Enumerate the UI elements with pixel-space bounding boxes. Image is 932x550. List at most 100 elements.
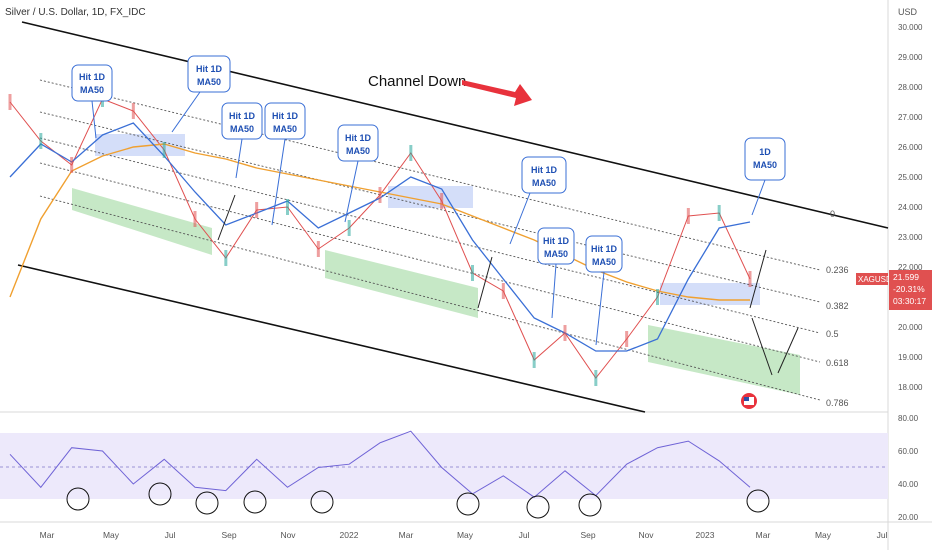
time-tick-label: Jul [519, 530, 530, 540]
svg-text:XAGUSD: XAGUSD [858, 275, 892, 284]
time-tick-label: Nov [280, 530, 296, 540]
time-tick-label: Jul [877, 530, 888, 540]
price-points [8, 91, 752, 386]
price-tick-label: 24.000 [898, 203, 923, 212]
time-tick-label: 2023 [696, 530, 715, 540]
rsi-line [9, 430, 751, 498]
arrow-1 [217, 194, 236, 241]
svg-text:1D: 1D [759, 147, 771, 157]
time-tick-label: Sep [221, 530, 236, 540]
callout-5: Hit 1D MA50 [337, 124, 379, 223]
price-tick-label: 28.000 [898, 83, 923, 92]
svg-text:Hit 1D: Hit 1D [543, 236, 570, 246]
rsi-tick-label: 20.00 [898, 513, 919, 522]
price-tick-label: 23.000 [898, 233, 923, 242]
svg-text:Hit 1D: Hit 1D [196, 64, 223, 74]
channel-down-label: Channel Down [368, 73, 466, 90]
rsi-circle-6 [456, 492, 480, 516]
red-arrow-icon [462, 80, 532, 106]
svg-text:MA50: MA50 [273, 124, 297, 134]
arrow-2 [477, 256, 493, 309]
svg-text:MA50: MA50 [532, 178, 556, 188]
callouts: Hit 1D MA50 Hit 1D MA50 Hit 1D MA50 Hit … [71, 55, 786, 346]
rsi-circle-3 [195, 491, 219, 515]
price-bar [409, 145, 413, 161]
rsi-axis: 80.00 60.00 40.00 20.00 [898, 414, 919, 522]
price-bar [70, 157, 74, 173]
price-bar [131, 103, 135, 119]
price-bar [594, 370, 598, 386]
price-tick-label: 27.000 [898, 113, 923, 122]
price-bar [224, 250, 228, 266]
price-bar [39, 133, 43, 149]
svg-text:Hit 1D: Hit 1D [229, 111, 256, 121]
svg-text:MA50: MA50 [753, 160, 777, 170]
time-tick-label: Sep [580, 530, 595, 540]
price-bar [378, 187, 382, 203]
time-tick-label: Jul [165, 530, 176, 540]
price-bar [563, 325, 567, 341]
arrow-5 [777, 327, 799, 374]
svg-text:21.599: 21.599 [893, 272, 919, 282]
fib-label-0618: 0.618 [826, 358, 849, 368]
last-price-tag: 21.599 -20.31% 03:30:17 [889, 270, 932, 310]
chart-title: Silver / U.S. Dollar, 1D, FX_IDC [5, 7, 146, 18]
svg-text:Hit 1D: Hit 1D [345, 133, 372, 143]
svg-text:MA50: MA50 [230, 124, 254, 134]
callout-7: Hit 1D MA50 [537, 227, 575, 319]
fib-label-0: 0 [830, 209, 835, 219]
channel-bottom-line [17, 264, 646, 413]
callout-4: Hit 1D MA50 [264, 102, 306, 226]
rsi-circle-1 [66, 487, 90, 511]
resistance-zone-2 [388, 186, 473, 208]
price-bar [440, 193, 444, 209]
price-bar [748, 271, 752, 287]
time-tick-label: 2022 [340, 530, 359, 540]
rsi-band [0, 433, 888, 499]
time-axis: Mar May Jul Sep Nov 2022 Mar May Jul Sep Nov 2023 Ma… [40, 530, 888, 540]
channel-top-line [21, 21, 889, 229]
price-bar [347, 220, 351, 236]
price-axis: 30.000 29.000 28.000 27.000 26.000 25.000 24.0… [898, 23, 923, 392]
support-zone-3 [648, 325, 800, 395]
projection-arrows [217, 194, 799, 376]
callout-8: Hit 1D MA50 [585, 235, 623, 346]
time-tick-label: Mar [399, 530, 414, 540]
svg-text:MA50: MA50 [80, 85, 104, 95]
time-tick-label: Nov [638, 530, 654, 540]
price-bar [532, 352, 536, 368]
resistance-zone-1 [95, 134, 185, 156]
arrow-3 [749, 249, 767, 309]
rsi-tick-label: 40.00 [898, 480, 919, 489]
svg-text:MA50: MA50 [197, 77, 221, 87]
price-tick-label: 22.000 [898, 263, 923, 272]
svg-text:Hit 1D: Hit 1D [591, 244, 618, 254]
callout-6: Hit 1D MA50 [509, 156, 567, 245]
svg-text:03:30:17: 03:30:17 [893, 296, 926, 306]
support-zone-1 [72, 188, 212, 255]
time-tick-label: Mar [40, 530, 55, 540]
price-bar [316, 241, 320, 257]
price-tick-label: 29.000 [898, 53, 923, 62]
rsi-circle-5 [310, 490, 334, 514]
price-bar [162, 142, 166, 158]
price-tick-label: 30.000 [898, 23, 923, 32]
callout-2: Hit 1D MA50 [171, 55, 231, 133]
rsi-circle-9 [746, 489, 770, 513]
fib-label-0786: 0.786 [826, 398, 849, 408]
price-bar [193, 211, 197, 227]
price-tick-label: 20.000 [898, 323, 923, 332]
price-tick-label: 18.000 [898, 383, 923, 392]
arrow-4 [751, 317, 773, 376]
time-tick-label: May [815, 530, 832, 540]
currency-label: USD [898, 7, 918, 17]
time-tick-label: May [103, 530, 120, 540]
us-flag-event-icon[interactable] [741, 393, 757, 409]
price-bar [255, 202, 259, 218]
price-tick-label: 25.000 [898, 173, 923, 182]
fib-lines [39, 79, 821, 401]
price-bar [501, 283, 505, 299]
svg-text:Hit 1D: Hit 1D [531, 165, 558, 175]
price-bar [286, 199, 289, 215]
svg-text:-20.31%: -20.31% [893, 284, 925, 294]
